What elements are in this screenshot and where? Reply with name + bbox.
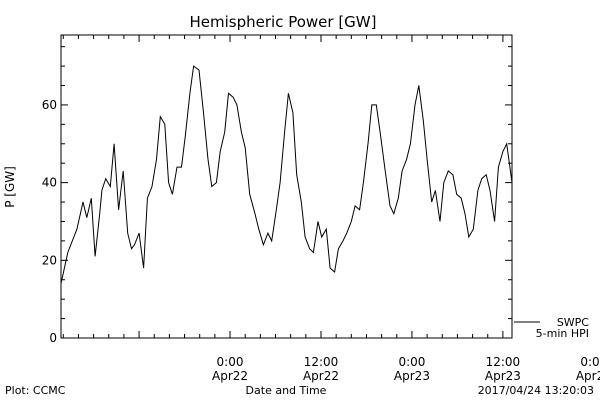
series-line-5min-hpi bbox=[60, 65, 513, 284]
x-axis-label: Date and Time bbox=[246, 384, 327, 397]
x-tick-label-date: Apr24 bbox=[576, 369, 600, 383]
y-axis-label: P [GW] bbox=[3, 166, 17, 208]
plot-frame bbox=[60, 34, 513, 339]
legend-label: SWPC bbox=[557, 316, 589, 329]
x-tick-label-time: 0:00 bbox=[398, 355, 425, 369]
x-tick-label-date: Apr23 bbox=[394, 369, 430, 383]
x-tick-label-time: 12:00 bbox=[304, 355, 339, 369]
x-tick-label-date: Apr22 bbox=[212, 369, 248, 383]
x-tick-label-time: 12:00 bbox=[486, 355, 521, 369]
axis-ticks bbox=[61, 35, 512, 339]
x-tick-label-time: 0:00 bbox=[217, 355, 244, 369]
y-tick-label: 0 bbox=[49, 331, 57, 345]
x-tick-label-date: Apr22 bbox=[303, 369, 339, 383]
y-tick-label: 60 bbox=[42, 98, 57, 112]
legend-label: 5-min HPI bbox=[536, 327, 589, 340]
chart-title: Hemispheric Power [GW] bbox=[190, 13, 377, 31]
axis-tick-labels: 02040600:00Apr2212:00Apr220:00Apr2312:00… bbox=[42, 98, 600, 383]
y-tick-label: 40 bbox=[42, 176, 57, 190]
y-tick-label: 20 bbox=[42, 253, 57, 267]
footer-credit: Plot: CCMC bbox=[5, 384, 66, 397]
footer-timestamp: 2017/04/24 13:20:03 bbox=[478, 384, 594, 397]
x-tick-label-date: Apr23 bbox=[485, 369, 521, 383]
x-tick-label-time: 0:00 bbox=[580, 355, 600, 369]
